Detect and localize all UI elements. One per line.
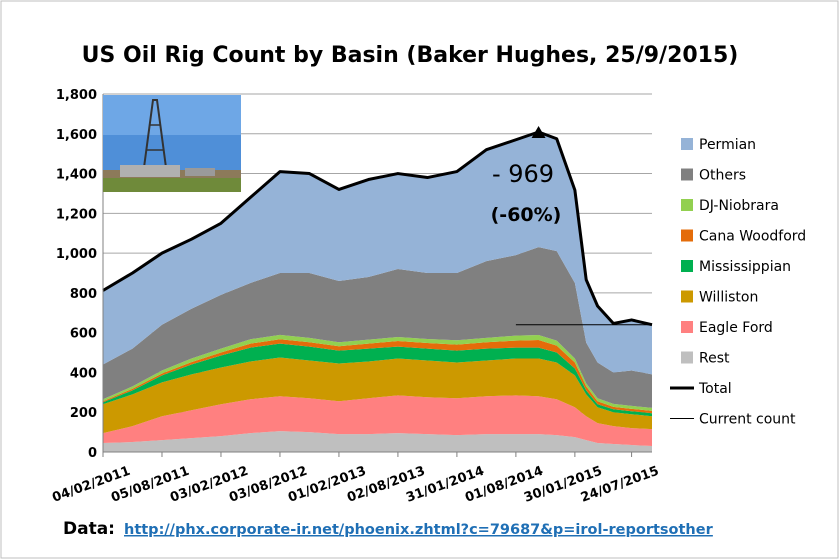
legend: Permian Others DJ-Niobrara Cana Woodford Mis… bbox=[670, 137, 806, 428]
legend-swatch bbox=[681, 321, 693, 333]
legend-swatch bbox=[681, 168, 693, 181]
footer-label: Data: bbox=[63, 519, 115, 539]
source-link[interactable]: http://phx.corporate-ir.net/phoenix.zhtm… bbox=[124, 522, 714, 538]
source-link-text[interactable]: http://phx.corporate-ir.net/phoenix.zhtm… bbox=[124, 522, 714, 538]
legend-label: Others bbox=[699, 168, 746, 184]
line bbox=[102, 130, 653, 327]
peak-marker bbox=[531, 125, 546, 138]
area bbox=[103, 431, 652, 452]
legend-label: Williston bbox=[699, 290, 758, 306]
annotation: - 969 bbox=[492, 160, 554, 188]
area bbox=[103, 357, 652, 434]
plot-area: 02004006008001,0001,2001,4001,6001,80004… bbox=[50, 88, 661, 506]
y-tick-label: 1,800 bbox=[56, 88, 97, 103]
area bbox=[103, 131, 652, 375]
legend-swatch bbox=[681, 229, 693, 242]
legend-label: Current count bbox=[699, 412, 796, 428]
annotation: (-60%) bbox=[491, 204, 562, 226]
y-tick-label: 400 bbox=[70, 366, 97, 381]
legend-label: Eagle Ford bbox=[699, 320, 773, 336]
legend-label: Total bbox=[698, 381, 732, 397]
y-tick-label: 1,000 bbox=[56, 247, 97, 262]
legend-label: Rest bbox=[699, 351, 730, 367]
y-tick-label: 1,600 bbox=[56, 128, 97, 143]
y-tick-label: 800 bbox=[70, 287, 97, 302]
y-tick-label: 600 bbox=[70, 327, 97, 342]
area bbox=[103, 247, 652, 408]
legend-label: DJ-Niobrara bbox=[699, 198, 779, 214]
legend-swatch bbox=[681, 260, 693, 272]
legend-swatch bbox=[681, 199, 693, 211]
y-tick-label: 1,200 bbox=[56, 207, 97, 222]
legend-label: Mississippian bbox=[699, 259, 791, 275]
area bbox=[103, 395, 652, 447]
y-tick-label: 0 bbox=[88, 446, 97, 461]
chart-title: US Oil Rig Count by Basin (Baker Hughes,… bbox=[82, 43, 739, 68]
area bbox=[103, 343, 652, 417]
legend-label: Cana Woodford bbox=[699, 229, 806, 245]
legend-swatch bbox=[681, 290, 693, 303]
legend-swatch bbox=[681, 138, 693, 150]
y-tick-label: 1,400 bbox=[56, 168, 97, 183]
legend-label: Permian bbox=[699, 137, 756, 153]
legend-swatch bbox=[681, 351, 693, 364]
y-tick-label: 200 bbox=[70, 406, 97, 421]
rig-photo bbox=[103, 95, 241, 192]
